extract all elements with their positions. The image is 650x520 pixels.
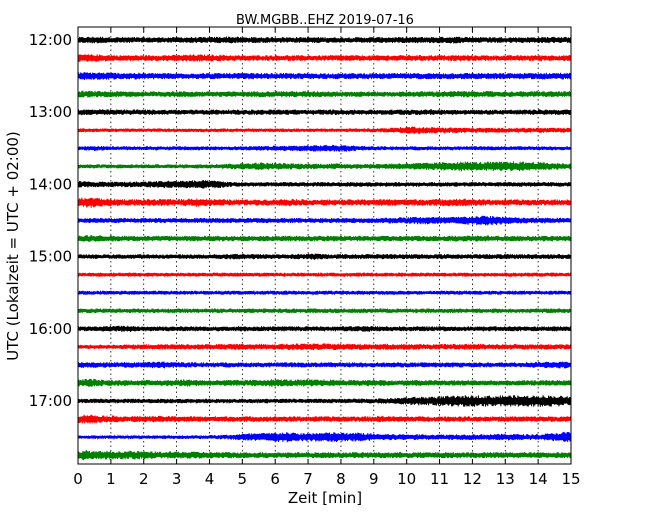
trace-1330 xyxy=(77,144,572,152)
x-tick-label: 13 xyxy=(496,470,515,488)
grid-lines xyxy=(110,27,539,464)
traces xyxy=(77,36,572,461)
y-axis-label: UTC (Lokalzeit = UTC + 02:00) xyxy=(4,131,22,361)
plot-frame xyxy=(77,26,572,465)
x-tick-label: 5 xyxy=(238,470,248,488)
x-tick-label: 4 xyxy=(205,470,215,488)
y-tick-label: 12:00 xyxy=(29,31,72,49)
trace-1245 xyxy=(77,90,572,98)
x-tick-label: 0 xyxy=(73,470,83,488)
trace-1645 xyxy=(77,378,572,388)
axis-ticks xyxy=(77,27,572,464)
x-tick-labels: 0 1 2 3 4 5 6 7 8 9 10 11 12 13 14 15 xyxy=(73,470,580,488)
x-tick-label: 6 xyxy=(270,470,280,488)
trace-1230 xyxy=(77,72,572,80)
trace-1315 xyxy=(77,126,572,135)
trace-1615 xyxy=(77,343,572,351)
chart-title: BW.MGBB..EHZ 2019-07-16 xyxy=(236,13,414,28)
trace-1600 xyxy=(77,325,572,332)
x-tick-label: 3 xyxy=(172,470,182,488)
trace-1200 xyxy=(77,36,572,44)
x-tick-label: 15 xyxy=(561,470,580,488)
trace-1545 xyxy=(77,308,572,314)
x-tick-label: 12 xyxy=(463,470,482,488)
trace-1515 xyxy=(77,272,572,277)
trace-1415 xyxy=(77,197,572,208)
y-tick-label: 17:00 xyxy=(29,392,72,410)
trace-1630 xyxy=(77,361,572,369)
trace-1300 xyxy=(77,109,572,116)
x-tick-label: 10 xyxy=(397,470,416,488)
y-tick-labels: 12:00 13:00 14:00 15:00 16:00 17:00 xyxy=(29,31,72,410)
trace-1700 xyxy=(77,395,572,407)
x-tick-label: 9 xyxy=(369,470,379,488)
x-tick-label: 2 xyxy=(139,470,149,488)
trace-1345 xyxy=(77,161,572,172)
trace-1445 xyxy=(77,235,572,243)
x-tick-label: 14 xyxy=(529,470,548,488)
trace-1400 xyxy=(77,180,572,189)
x-tick-label: 1 xyxy=(106,470,116,488)
x-tick-label: 8 xyxy=(336,470,346,488)
trace-1730 xyxy=(77,431,572,443)
x-axis-label: Zeit [min] xyxy=(288,489,362,507)
trace-1745 xyxy=(77,449,572,461)
trace-1500 xyxy=(77,253,572,260)
x-tick-label: 11 xyxy=(430,470,449,488)
trace-1715 xyxy=(77,414,572,424)
trace-1530 xyxy=(77,289,572,296)
x-tick-label: 7 xyxy=(303,470,313,488)
y-tick-label: 13:00 xyxy=(29,103,72,121)
trace-1215 xyxy=(77,54,572,63)
y-tick-label: 15:00 xyxy=(29,248,72,266)
trace-1430 xyxy=(77,215,572,226)
y-tick-label: 14:00 xyxy=(29,175,72,193)
y-tick-label: 16:00 xyxy=(29,320,72,338)
